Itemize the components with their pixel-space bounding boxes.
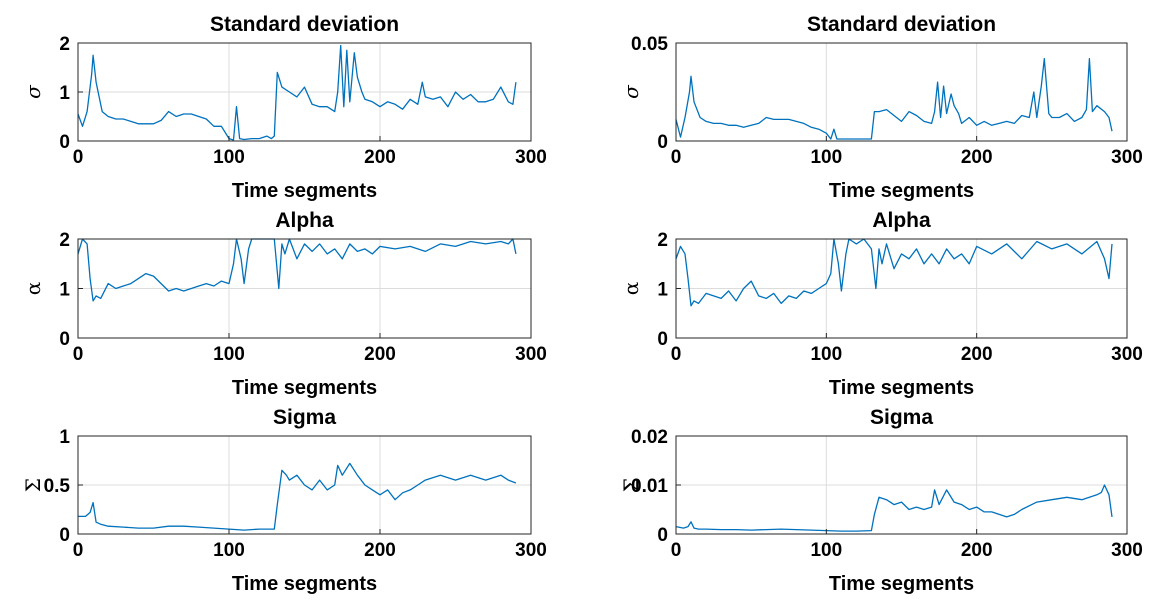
y-tick-label: 0 bbox=[657, 132, 668, 153]
y-tick-label: 0.01 bbox=[631, 476, 668, 497]
y-tick-label: 0 bbox=[59, 329, 70, 350]
y-axis-label: α bbox=[21, 282, 45, 296]
x-tick-label: 200 bbox=[961, 147, 993, 168]
chart-alpha-right: 0 100 200 300 0 1 2 Alpha Time segments α bbox=[619, 209, 1143, 399]
y-tick-label: 2 bbox=[657, 230, 668, 251]
series-line bbox=[77, 44, 517, 141]
series-line bbox=[675, 484, 1113, 532]
y-axis-label: α bbox=[619, 282, 643, 296]
y-tick-label: 0.5 bbox=[44, 476, 71, 497]
y-tick-label: 1 bbox=[59, 427, 70, 448]
x-tick-label: 200 bbox=[364, 540, 396, 561]
x-tick-label: 0 bbox=[73, 344, 84, 365]
x-tick-label: 0 bbox=[73, 540, 84, 561]
x-tick-label: 0 bbox=[671, 344, 682, 365]
y-tick-label: 2 bbox=[59, 230, 70, 251]
chart-title: Sigma bbox=[870, 406, 933, 429]
series-line bbox=[675, 238, 1113, 307]
chart-std-deviation-left: 0 100 200 300 0 1 2 Standard deviation Time segm… bbox=[21, 13, 547, 202]
x-axis-label: Time segments bbox=[232, 573, 377, 595]
series-line bbox=[78, 462, 517, 531]
chart-title: Standard deviation bbox=[210, 13, 399, 36]
chart-sigma-left: 0 100 200 300 0 0.5 1 Sigma Time segments Σ bbox=[21, 406, 547, 595]
x-tick-label: 300 bbox=[1111, 147, 1143, 168]
y-tick-label: 0.05 bbox=[631, 34, 668, 55]
chart-title: Standard deviation bbox=[807, 13, 996, 36]
x-tick-label: 300 bbox=[515, 147, 547, 168]
x-axis-label: Time segments bbox=[232, 377, 377, 399]
y-axis-label: σ bbox=[619, 84, 643, 99]
x-tick-label: 100 bbox=[810, 344, 842, 365]
x-tick-label: 100 bbox=[213, 540, 245, 561]
x-tick-label: 200 bbox=[364, 344, 396, 365]
y-tick-label: 1 bbox=[59, 280, 70, 301]
y-axis-label: σ bbox=[21, 84, 45, 99]
chart-sigma-right: 0 100 200 300 0 0.01 0.02 Sigma Time segments Σ bbox=[619, 406, 1143, 595]
y-tick-label: 1 bbox=[657, 280, 668, 301]
y-tick-label: 2 bbox=[59, 34, 70, 55]
x-tick-label: 300 bbox=[515, 540, 547, 561]
y-axis-label: Σ bbox=[21, 478, 45, 492]
x-tick-label: 0 bbox=[73, 147, 84, 168]
chart-title: Sigma bbox=[273, 406, 336, 429]
x-tick-label: 100 bbox=[213, 344, 245, 365]
x-tick-label: 200 bbox=[364, 147, 396, 168]
x-axis-label: Time segments bbox=[829, 377, 974, 399]
series-line bbox=[675, 58, 1113, 140]
y-tick-label: 0 bbox=[59, 525, 70, 546]
x-axis-label: Time segments bbox=[232, 180, 377, 202]
y-tick-label: 1 bbox=[59, 83, 70, 104]
x-tick-label: 0 bbox=[671, 147, 682, 168]
y-tick-label: 0 bbox=[657, 525, 668, 546]
chart-std-deviation-right: 0 100 200 300 0 0.05 Standard deviation Time se… bbox=[619, 13, 1143, 202]
x-tick-label: 100 bbox=[213, 147, 245, 168]
y-tick-label: 0 bbox=[59, 132, 70, 153]
x-tick-label: 200 bbox=[961, 344, 993, 365]
x-tick-label: 300 bbox=[515, 344, 547, 365]
axes-frame bbox=[675, 42, 1128, 142]
chart-title: Alpha bbox=[275, 209, 334, 232]
x-tick-label: 0 bbox=[671, 540, 682, 561]
x-tick-label: 300 bbox=[1111, 344, 1143, 365]
x-tick-label: 200 bbox=[961, 540, 993, 561]
y-axis-label: Σ bbox=[619, 478, 643, 492]
x-tick-label: 300 bbox=[1111, 540, 1143, 561]
plot-area bbox=[675, 42, 1128, 142]
x-tick-label: 100 bbox=[810, 540, 842, 561]
y-tick-label: 0 bbox=[657, 329, 668, 350]
chart-alpha-left: 0 100 200 300 0 1 2 Alpha Time segments α bbox=[21, 209, 547, 399]
x-tick-label: 100 bbox=[810, 147, 842, 168]
x-axis-label: Time segments bbox=[829, 573, 974, 595]
x-axis-label: Time segments bbox=[829, 180, 974, 202]
y-tick-label: 0.02 bbox=[631, 427, 668, 448]
chart-title: Alpha bbox=[872, 209, 931, 232]
